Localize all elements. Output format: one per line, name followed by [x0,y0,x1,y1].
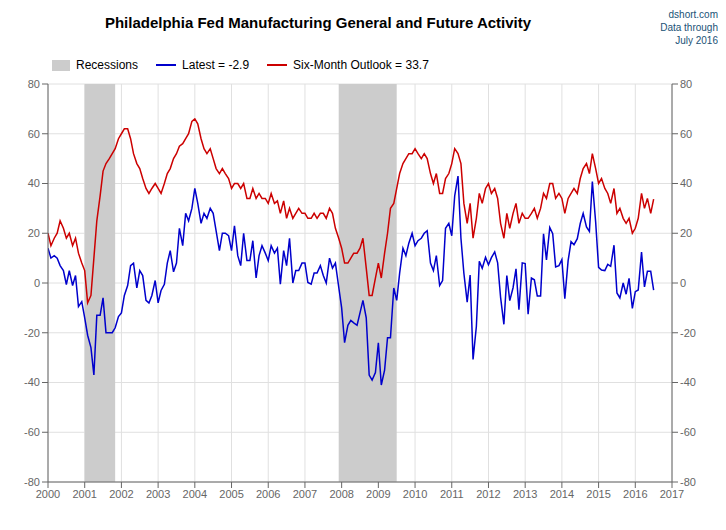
html-text:dshort.com Data through July 2: dshort.com Data through July 2016 [660,9,718,46]
svg-text:2014: 2014 [550,488,574,500]
svg-text:60: 60 [680,128,692,140]
svg-text:2009: 2009 [366,488,390,500]
svg-text:80: 80 [680,78,692,90]
svg-text:60: 60 [28,128,40,140]
svg-text:2012: 2012 [476,488,500,500]
svg-text:2016: 2016 [623,488,647,500]
html-text:Philadelphia Fed Manufacturing: Philadelphia Fed Manufacturing General a… [104,14,532,31]
svg-text:2000: 2000 [36,488,60,500]
svg-text:2002: 2002 [109,488,133,500]
svg-text:40: 40 [28,177,40,189]
svg-text:-40: -40 [680,376,696,388]
html-text:Latest = -2.9: Latest = -2.9 [182,58,250,72]
svg-text:20: 20 [680,227,692,239]
svg-text:-20: -20 [24,327,40,339]
svg-text:2007: 2007 [293,488,317,500]
svg-text:2006: 2006 [256,488,280,500]
svg-text:2005: 2005 [219,488,243,500]
svg-text:-80: -80 [24,476,40,488]
svg-text:-80: -80 [680,476,696,488]
svg-text:0: 0 [34,277,40,289]
svg-text:2013: 2013 [513,488,537,500]
svg-text:-60: -60 [24,426,40,438]
svg-text:2008: 2008 [329,488,353,500]
svg-text:2010: 2010 [403,488,427,500]
svg-text:2017: 2017 [660,488,684,500]
html-text:Six-Month Outlook = 33.7: Six-Month Outlook = 33.7 [293,58,429,72]
svg-text:2003: 2003 [146,488,170,500]
svg-text:80: 80 [28,78,40,90]
html-text:Recessions: Recessions [76,58,138,72]
svg-text:0: 0 [680,277,686,289]
svg-text:40: 40 [680,177,692,189]
svg-text:-60: -60 [680,426,696,438]
svg-text:2004: 2004 [183,488,207,500]
svg-text:-20: -20 [680,327,696,339]
svg-text:-40: -40 [24,376,40,388]
svg-text:20: 20 [28,227,40,239]
svg-text:2015: 2015 [586,488,610,500]
svg-text:2011: 2011 [440,488,464,500]
svg-text:2001: 2001 [72,488,96,500]
